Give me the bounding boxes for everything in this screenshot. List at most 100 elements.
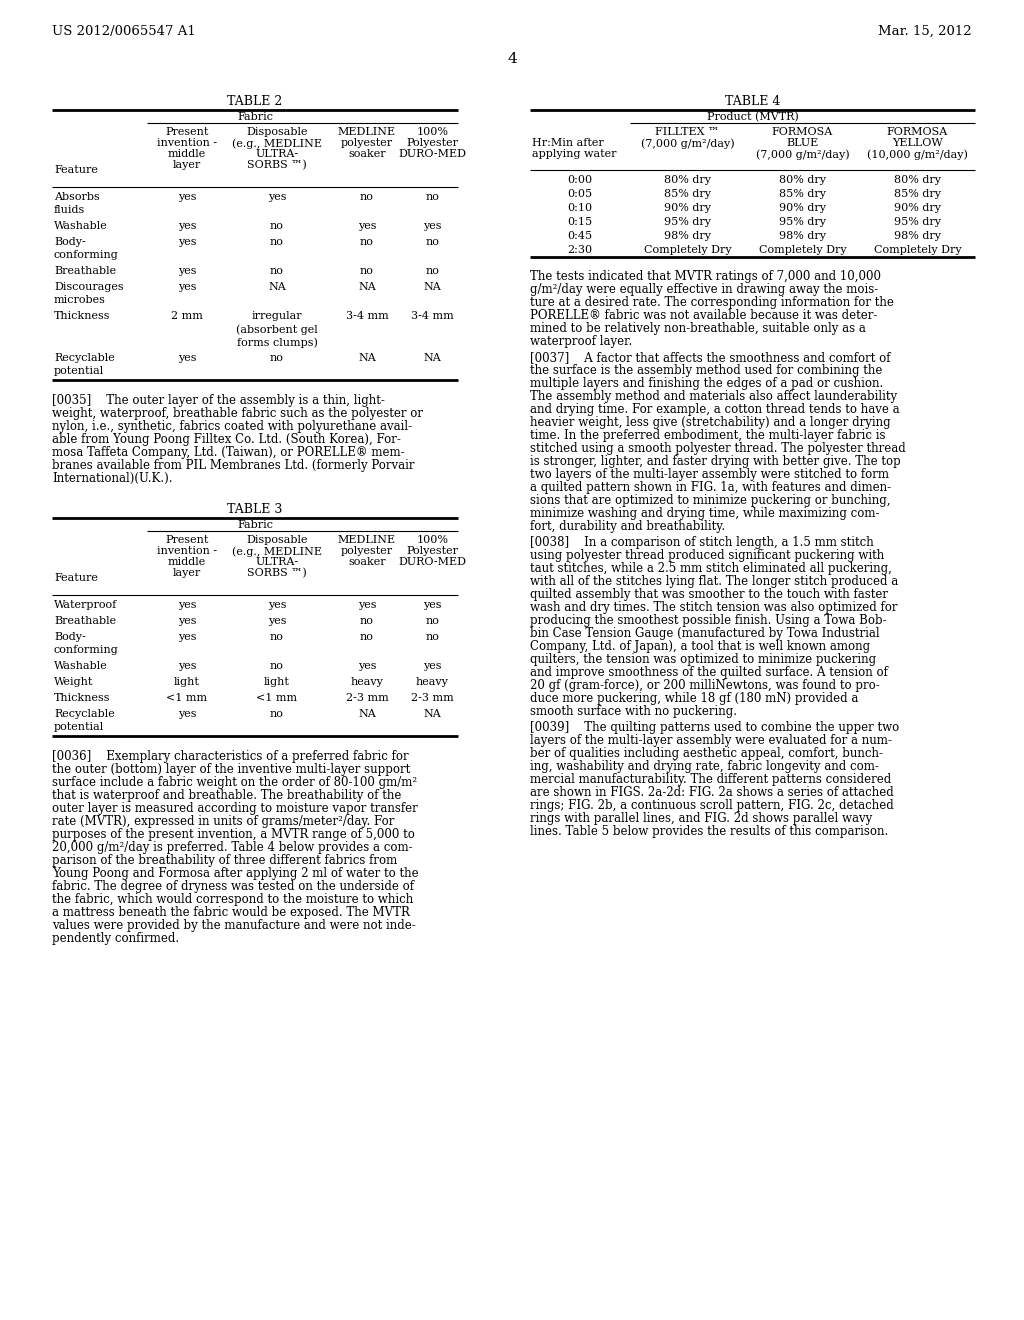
Text: taut stitches, while a 2.5 mm stitch eliminated all puckering,: taut stitches, while a 2.5 mm stitch eli… xyxy=(530,562,892,576)
Text: 0:15: 0:15 xyxy=(567,216,593,227)
Text: NA: NA xyxy=(424,282,441,292)
Text: branes available from PIL Membranes Ltd. (formerly Porvair: branes available from PIL Membranes Ltd.… xyxy=(52,459,415,473)
Text: minimize washing and drying time, while maximizing com-: minimize washing and drying time, while … xyxy=(530,507,880,520)
Text: 2:30: 2:30 xyxy=(567,246,593,255)
Text: lines. Table 5 below provides the results of this comparison.: lines. Table 5 below provides the result… xyxy=(530,825,888,838)
Text: no: no xyxy=(270,661,284,671)
Text: fabric. The degree of dryness was tested on the underside of: fabric. The degree of dryness was tested… xyxy=(52,880,414,894)
Text: Absorbs: Absorbs xyxy=(54,191,99,202)
Text: rings with parallel lines, and FIG. 2d shows parallel wavy: rings with parallel lines, and FIG. 2d s… xyxy=(530,812,872,825)
Text: surface include a fabric weight on the order of 80-100 gm/m²: surface include a fabric weight on the o… xyxy=(52,776,417,789)
Text: yes: yes xyxy=(267,191,287,202)
Text: middle: middle xyxy=(168,557,206,568)
Text: and improve smoothness of the quilted surface. A tension of: and improve smoothness of the quilted su… xyxy=(530,667,888,678)
Text: FILLTEX ™: FILLTEX ™ xyxy=(655,127,720,137)
Text: irregular: irregular xyxy=(252,312,302,321)
Text: layer: layer xyxy=(173,568,201,578)
Text: parison of the breathability of three different fabrics from: parison of the breathability of three di… xyxy=(52,854,397,867)
Text: NA: NA xyxy=(268,282,286,292)
Text: 20 gf (gram-force), or 200 milliNewtons, was found to pro-: 20 gf (gram-force), or 200 milliNewtons,… xyxy=(530,678,880,692)
Text: <1 mm: <1 mm xyxy=(256,693,298,704)
Text: TABLE 2: TABLE 2 xyxy=(227,95,283,108)
Text: no: no xyxy=(360,238,374,247)
Text: yes: yes xyxy=(178,282,197,292)
Text: yes: yes xyxy=(423,220,441,231)
Text: [0035]    The outer layer of the assembly is a thin, light-: [0035] The outer layer of the assembly i… xyxy=(52,393,385,407)
Text: soaker: soaker xyxy=(348,557,386,568)
Text: The assembly method and materials also affect launderability: The assembly method and materials also a… xyxy=(530,389,897,403)
Text: that is waterproof and breathable. The breathability of the: that is waterproof and breathable. The b… xyxy=(52,789,401,803)
Text: 85% dry: 85% dry xyxy=(779,189,826,199)
Text: Breathable: Breathable xyxy=(54,267,116,276)
Text: (7,000 g/m²/day): (7,000 g/m²/day) xyxy=(756,149,849,160)
Text: Hr:Min after: Hr:Min after xyxy=(532,139,604,148)
Text: PORELLE® fabric was not available because it was deter-: PORELLE® fabric was not available becaus… xyxy=(530,309,878,322)
Text: 3-4 mm: 3-4 mm xyxy=(411,312,454,321)
Text: yes: yes xyxy=(267,601,287,610)
Text: Feature: Feature xyxy=(54,165,98,176)
Text: no: no xyxy=(360,191,374,202)
Text: 20,000 g/m²/day is preferred. Table 4 below provides a com-: 20,000 g/m²/day is preferred. Table 4 be… xyxy=(52,841,413,854)
Text: microbes: microbes xyxy=(54,294,105,305)
Text: MEDLINE: MEDLINE xyxy=(338,127,396,137)
Text: 80% dry: 80% dry xyxy=(894,176,941,185)
Text: is stronger, lighter, and faster drying with better give. The top: is stronger, lighter, and faster drying … xyxy=(530,455,901,469)
Text: the fabric, which would correspond to the moisture to which: the fabric, which would correspond to th… xyxy=(52,894,414,906)
Text: yes: yes xyxy=(178,267,197,276)
Text: Discourages: Discourages xyxy=(54,282,124,292)
Text: no: no xyxy=(270,632,284,642)
Text: 2 mm: 2 mm xyxy=(171,312,203,321)
Text: Disposable: Disposable xyxy=(246,127,308,137)
Text: polyester: polyester xyxy=(341,546,393,556)
Text: yes: yes xyxy=(423,601,441,610)
Text: polyester: polyester xyxy=(341,139,393,148)
Text: producing the smoothest possible finish. Using a Towa Bob-: producing the smoothest possible finish.… xyxy=(530,614,887,627)
Text: yes: yes xyxy=(423,661,441,671)
Text: yes: yes xyxy=(357,661,376,671)
Text: NA: NA xyxy=(358,282,376,292)
Text: The tests indicated that MVTR ratings of 7,000 and 10,000: The tests indicated that MVTR ratings of… xyxy=(530,271,881,282)
Text: wash and dry times. The stitch tension was also optimized for: wash and dry times. The stitch tension w… xyxy=(530,601,897,614)
Text: ULTRA-: ULTRA- xyxy=(255,557,299,568)
Text: Present: Present xyxy=(165,127,209,137)
Text: 3-4 mm: 3-4 mm xyxy=(346,312,388,321)
Text: a quilted pattern shown in FIG. 1a, with features and dimen-: a quilted pattern shown in FIG. 1a, with… xyxy=(530,480,891,494)
Text: no: no xyxy=(426,191,439,202)
Text: ber of qualities including aesthetic appeal, comfort, bunch-: ber of qualities including aesthetic app… xyxy=(530,747,883,760)
Text: no: no xyxy=(360,267,374,276)
Text: nylon, i.e., synthetic, fabrics coated with polyurethane avail-: nylon, i.e., synthetic, fabrics coated w… xyxy=(52,420,412,433)
Text: using polyester thread produced significant puckering with: using polyester thread produced signific… xyxy=(530,549,885,562)
Text: 85% dry: 85% dry xyxy=(894,189,941,199)
Text: yes: yes xyxy=(178,601,197,610)
Text: Completely Dry: Completely Dry xyxy=(644,246,731,255)
Text: MEDLINE: MEDLINE xyxy=(338,535,396,545)
Text: ULTRA-: ULTRA- xyxy=(255,149,299,158)
Text: 2-3 mm: 2-3 mm xyxy=(411,693,454,704)
Text: BLUE: BLUE xyxy=(786,139,818,148)
Text: no: no xyxy=(270,709,284,719)
Text: weight, waterproof, breathable fabric such as the polyester or: weight, waterproof, breathable fabric su… xyxy=(52,407,423,420)
Text: quilted assembly that was smoother to the touch with faster: quilted assembly that was smoother to th… xyxy=(530,587,888,601)
Text: light: light xyxy=(264,677,290,686)
Text: no: no xyxy=(270,238,284,247)
Text: no: no xyxy=(426,238,439,247)
Text: Breathable: Breathable xyxy=(54,616,116,626)
Text: SORBS ™): SORBS ™) xyxy=(247,160,307,170)
Text: fort, durability and breathability.: fort, durability and breathability. xyxy=(530,520,725,533)
Text: 80% dry: 80% dry xyxy=(779,176,826,185)
Text: 85% dry: 85% dry xyxy=(664,189,711,199)
Text: Disposable: Disposable xyxy=(246,535,308,545)
Text: 0:05: 0:05 xyxy=(567,189,593,199)
Text: Washable: Washable xyxy=(54,220,108,231)
Text: 95% dry: 95% dry xyxy=(894,216,941,227)
Text: Washable: Washable xyxy=(54,661,108,671)
Text: NA: NA xyxy=(424,709,441,719)
Text: 98% dry: 98% dry xyxy=(894,231,941,242)
Text: Body-: Body- xyxy=(54,238,86,247)
Text: time. In the preferred embodiment, the multi-layer fabric is: time. In the preferred embodiment, the m… xyxy=(530,429,886,442)
Text: Young Poong and Formosa after applying 2 ml of water to the: Young Poong and Formosa after applying 2… xyxy=(52,867,419,880)
Text: pendently confirmed.: pendently confirmed. xyxy=(52,932,179,945)
Text: YELLOW: YELLOW xyxy=(892,139,943,148)
Text: Recyclable: Recyclable xyxy=(54,352,115,363)
Text: SORBS ™): SORBS ™) xyxy=(247,568,307,578)
